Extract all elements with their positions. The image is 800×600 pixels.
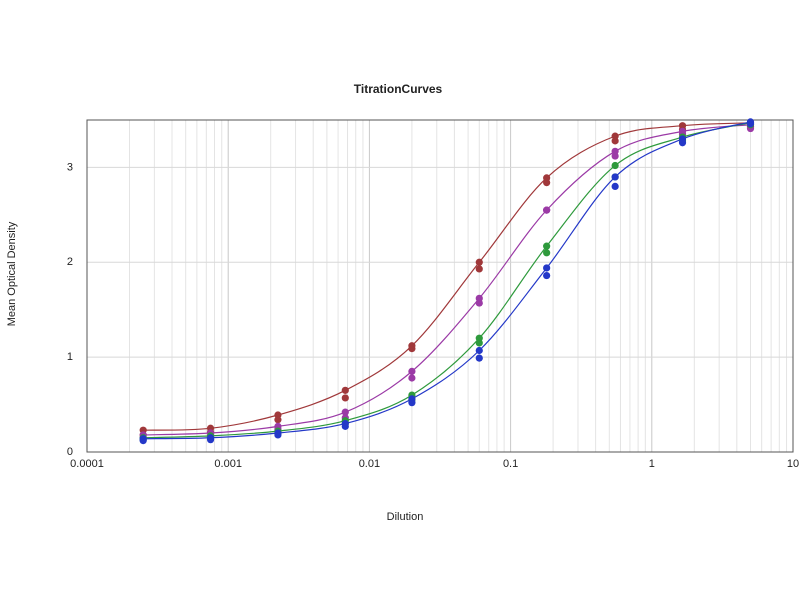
data-point xyxy=(475,339,483,347)
y-tick-label: 1 xyxy=(67,351,73,363)
fit-curve xyxy=(143,122,751,439)
data-point xyxy=(543,179,551,187)
data-point xyxy=(341,394,349,402)
y-tick-label: 0 xyxy=(67,446,73,458)
data-point xyxy=(408,345,416,353)
x-axis-label: Dilution xyxy=(387,511,424,523)
data-point xyxy=(543,206,551,214)
data-point xyxy=(611,161,619,170)
data-point xyxy=(206,436,215,444)
data-point xyxy=(274,431,282,439)
x-tick-label: 10 xyxy=(787,458,799,470)
data-point xyxy=(475,258,483,266)
data-point xyxy=(475,354,483,362)
data-point xyxy=(475,299,483,307)
data-point xyxy=(611,137,619,145)
x-tick-label: 0.001 xyxy=(214,458,242,470)
y-tick-label: 3 xyxy=(67,161,73,173)
fit-curve xyxy=(143,122,751,431)
x-tick-label: 0.01 xyxy=(359,458,380,470)
data-point xyxy=(746,120,755,128)
chart-title: TitrationCurves xyxy=(354,82,443,96)
data-point xyxy=(543,249,551,257)
data-point xyxy=(678,139,687,147)
data-point xyxy=(408,399,416,407)
fit-curve xyxy=(143,121,751,440)
x-tick-label: 1 xyxy=(649,458,655,470)
data-point xyxy=(611,152,619,160)
data-point xyxy=(543,242,551,250)
y-axis-label: Mean Optical Density xyxy=(6,221,18,326)
data-point xyxy=(475,346,483,355)
data-point xyxy=(341,386,349,394)
y-tick-label: 2 xyxy=(67,256,73,268)
data-point xyxy=(274,416,282,424)
x-tick-label: 0.1 xyxy=(503,458,518,470)
fit-curve xyxy=(143,124,751,436)
data-point xyxy=(475,265,483,273)
data-point xyxy=(341,422,349,430)
data-point xyxy=(611,182,619,190)
data-point xyxy=(543,264,551,272)
plot-frame xyxy=(86,119,794,453)
data-point xyxy=(139,437,147,445)
data-point xyxy=(341,408,349,416)
data-point xyxy=(611,173,619,181)
data-point xyxy=(408,374,416,382)
data-point xyxy=(543,271,551,280)
data-point xyxy=(408,367,416,375)
x-tick-label: 0.0001 xyxy=(70,458,104,470)
